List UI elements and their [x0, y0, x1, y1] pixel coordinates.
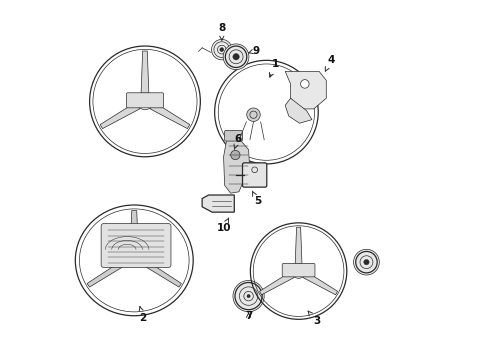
Text: 1: 1: [270, 59, 279, 77]
Polygon shape: [202, 195, 234, 212]
Circle shape: [247, 108, 260, 121]
Polygon shape: [295, 227, 302, 264]
Circle shape: [233, 280, 264, 312]
Text: 7: 7: [245, 311, 252, 321]
Text: 4: 4: [325, 55, 334, 71]
Text: 8: 8: [218, 23, 225, 40]
Circle shape: [220, 48, 224, 51]
Polygon shape: [138, 258, 181, 287]
Polygon shape: [223, 137, 249, 193]
Circle shape: [143, 99, 147, 103]
Circle shape: [354, 249, 379, 275]
Text: 2: 2: [139, 307, 147, 323]
Polygon shape: [141, 51, 149, 93]
FancyBboxPatch shape: [243, 163, 267, 187]
Text: 6: 6: [234, 134, 242, 149]
Circle shape: [133, 255, 136, 258]
Polygon shape: [87, 258, 131, 287]
Circle shape: [247, 294, 250, 298]
Circle shape: [300, 80, 309, 88]
Text: 10: 10: [216, 218, 231, 233]
Polygon shape: [285, 71, 326, 109]
Polygon shape: [100, 102, 140, 129]
FancyBboxPatch shape: [224, 130, 243, 141]
Polygon shape: [130, 211, 138, 251]
Text: 9: 9: [249, 46, 259, 56]
Circle shape: [297, 269, 300, 273]
Polygon shape: [303, 272, 338, 295]
Text: 5: 5: [252, 191, 261, 206]
Circle shape: [231, 150, 240, 159]
Polygon shape: [150, 102, 190, 129]
Circle shape: [233, 54, 239, 60]
FancyBboxPatch shape: [101, 224, 171, 267]
FancyBboxPatch shape: [282, 264, 315, 277]
Text: 3: 3: [308, 311, 320, 326]
Polygon shape: [260, 272, 294, 295]
FancyBboxPatch shape: [126, 93, 164, 108]
Circle shape: [364, 260, 369, 265]
Polygon shape: [285, 98, 312, 123]
Circle shape: [223, 44, 249, 69]
Circle shape: [212, 39, 232, 60]
